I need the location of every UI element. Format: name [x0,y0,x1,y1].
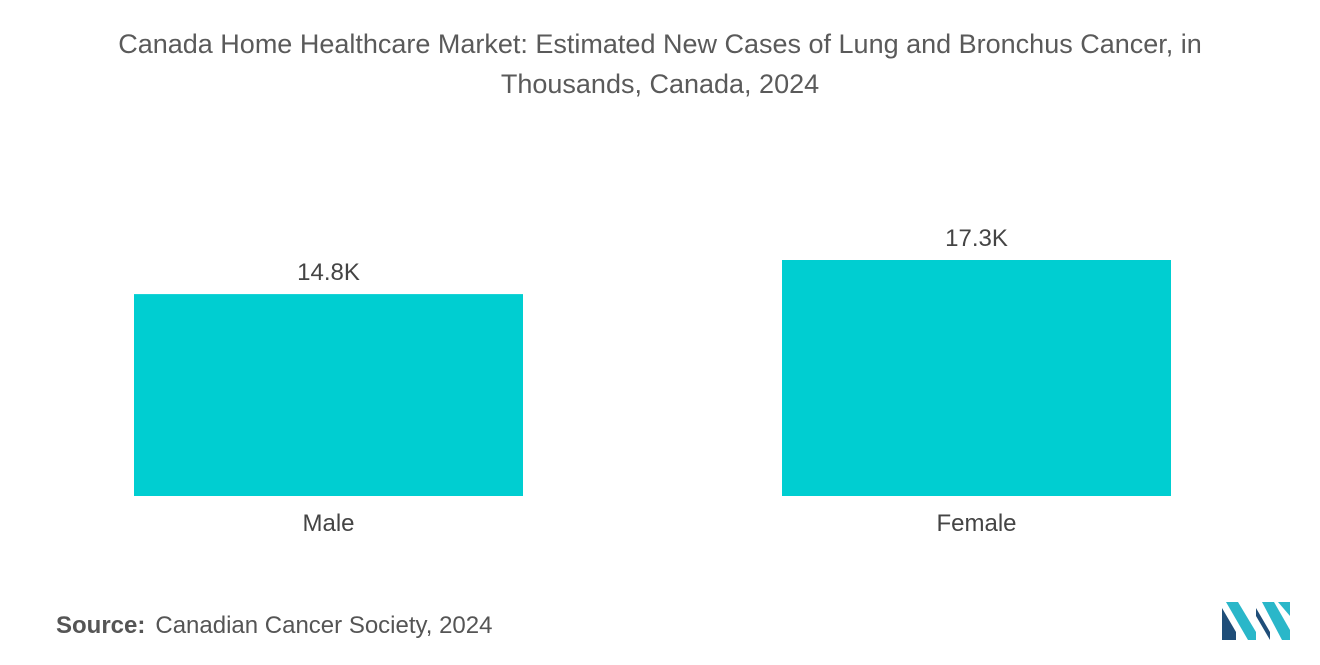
chart-title-line-2: Thousands, Canada, 2024 [500,69,820,99]
data-label-male: 14.8K [297,259,360,286]
source-text: Canadian Cancer Society, 2024 [155,612,493,639]
bar-male [134,294,523,496]
chart-title: Canada Home Healthcare Market: Estimated… [0,24,1320,104]
bar-female [782,260,1171,496]
source-line: Source: Canadian Cancer Society, 2024 [56,612,492,640]
mordor-intelligence-logo-icon [1222,602,1290,640]
chart-title-line-1: Canada Home Healthcare Market: Estimated… [118,29,1202,59]
source-label: Source: [56,612,146,639]
category-label-female: Female [936,510,1016,537]
category-label-male: Male [302,510,354,537]
data-label-female: 17.3K [945,225,1008,252]
